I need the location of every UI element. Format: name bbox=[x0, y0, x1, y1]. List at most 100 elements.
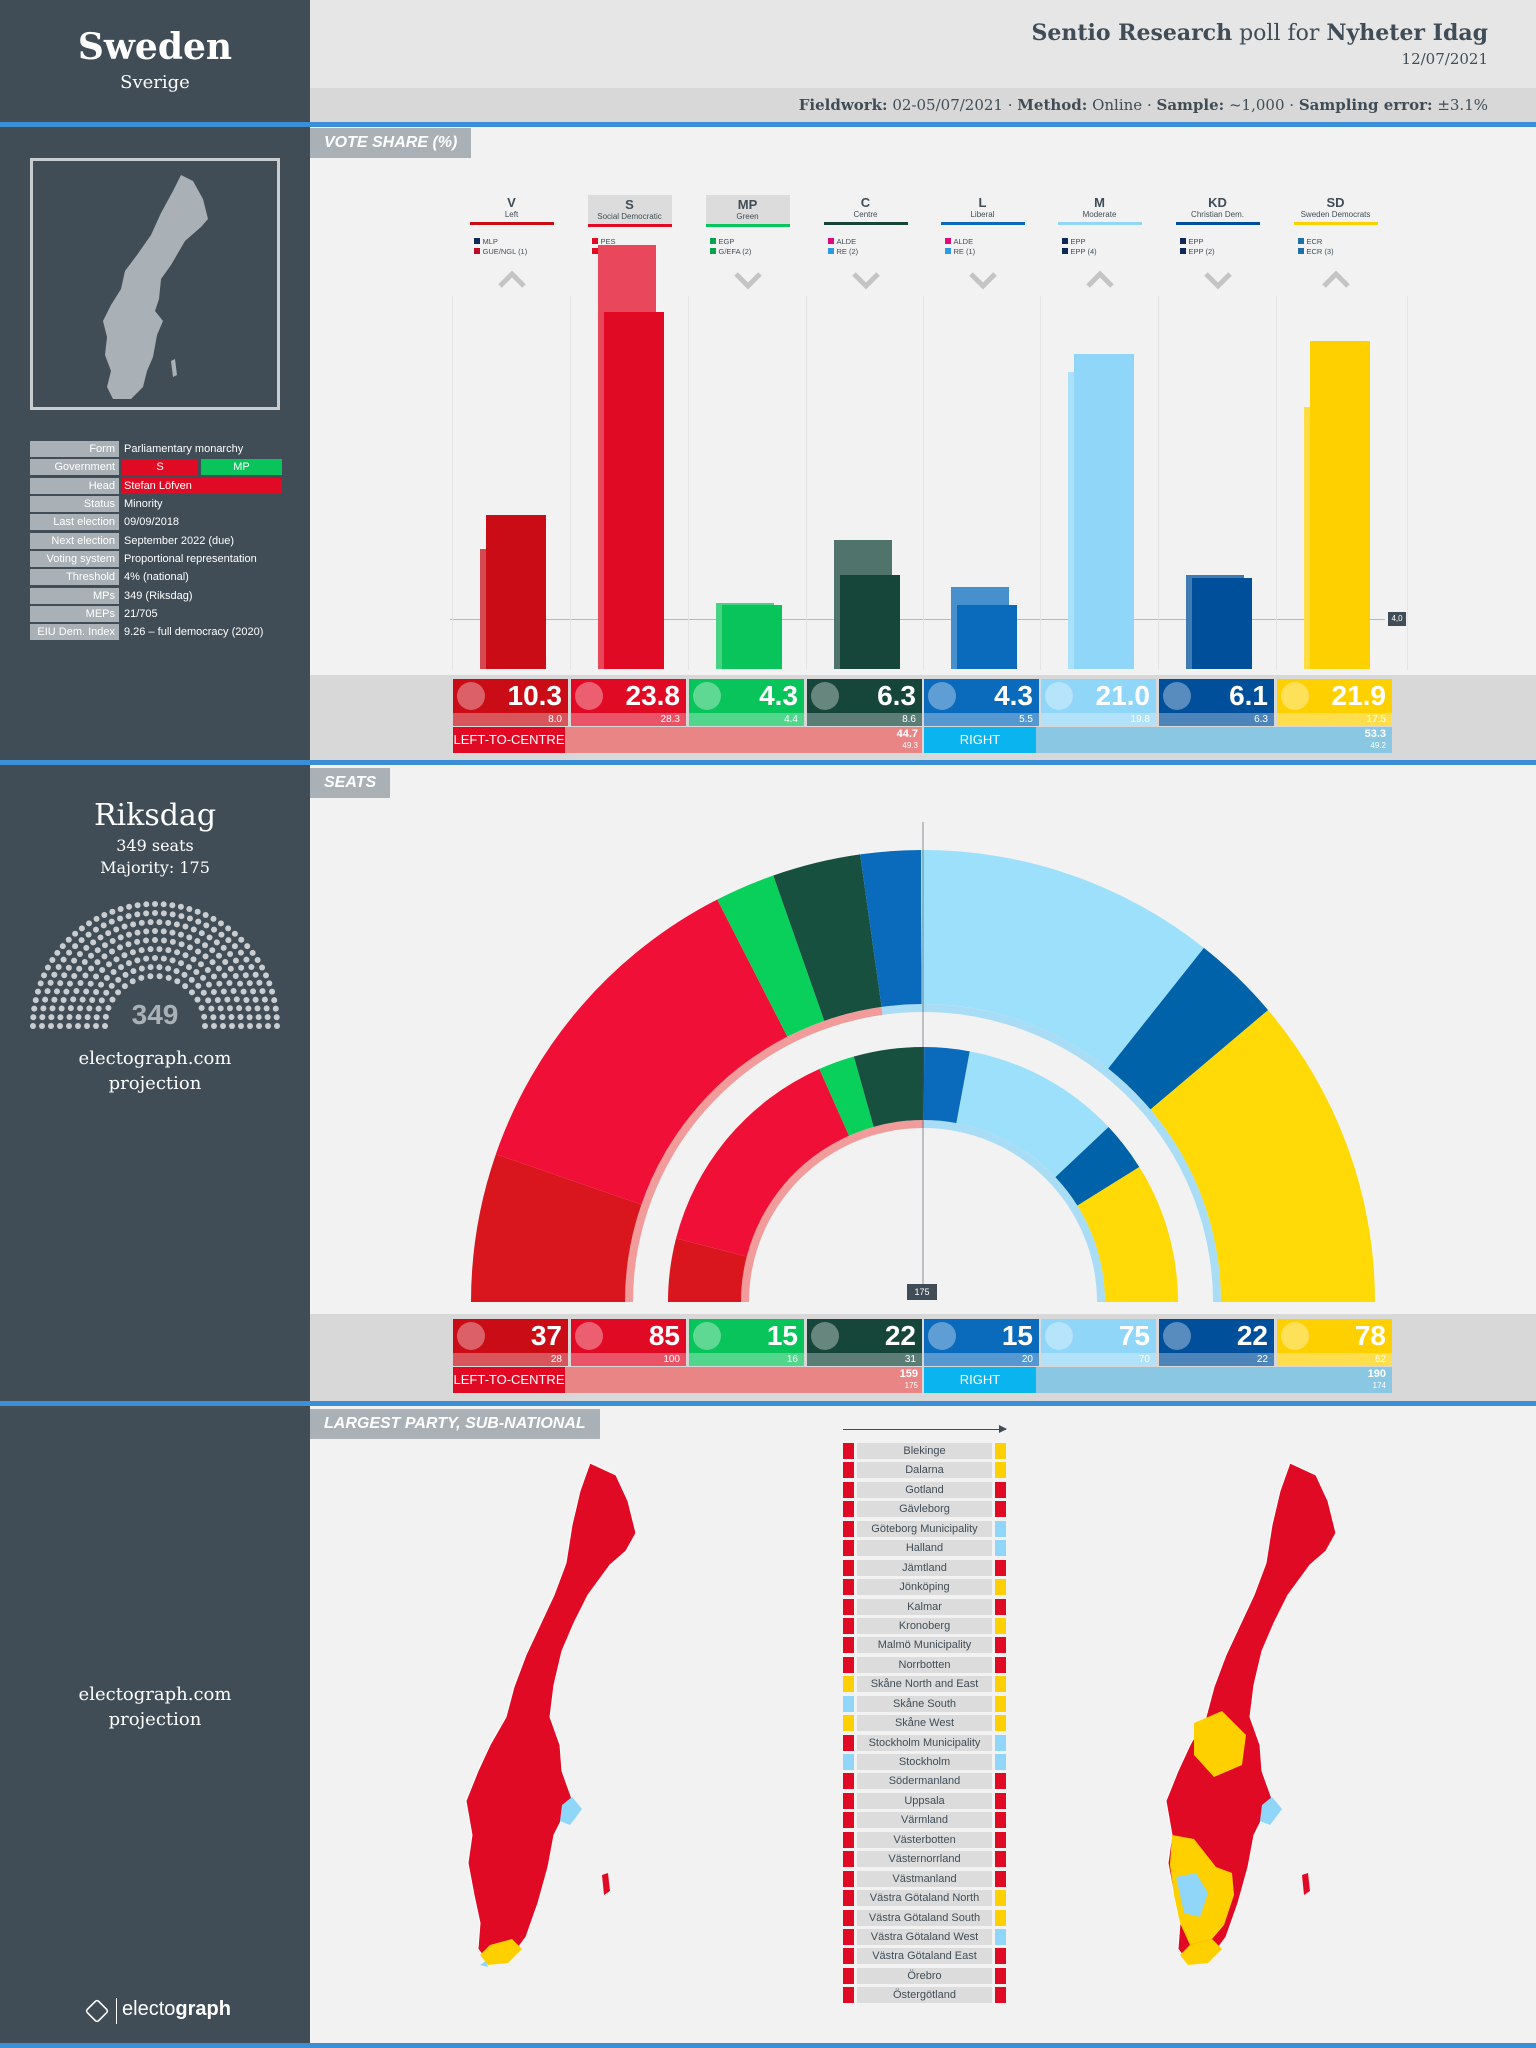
seat-arcs-chart bbox=[471, 822, 1375, 1302]
seat-dot bbox=[147, 946, 154, 953]
party-abbr: V bbox=[507, 195, 516, 210]
region-current-swatch bbox=[995, 1773, 1006, 1790]
seat-dot bbox=[200, 974, 207, 981]
eu-group-swatch bbox=[1179, 248, 1186, 254]
eu-group: PES bbox=[591, 237, 628, 247]
party-color-line bbox=[587, 224, 672, 227]
region-row: Östergötland bbox=[843, 1986, 1006, 2005]
seat-dot bbox=[79, 996, 86, 1003]
seat-dot bbox=[200, 989, 207, 996]
bar-poll-v bbox=[485, 514, 546, 669]
eu-group: EPP bbox=[1061, 237, 1097, 247]
seat-dot bbox=[30, 1023, 36, 1029]
eu-group-label: EGP bbox=[718, 237, 735, 246]
seat-dot bbox=[263, 1005, 270, 1012]
seat-dot bbox=[143, 901, 150, 908]
seat-dot bbox=[210, 1014, 217, 1021]
region-row: Skåne West bbox=[843, 1714, 1006, 1733]
eu-group-label: RE (2) bbox=[836, 247, 859, 256]
column-separator bbox=[570, 296, 571, 670]
seat-dot bbox=[254, 957, 261, 964]
seat-dot bbox=[248, 963, 255, 970]
eu-group: ECR (3) bbox=[1297, 247, 1334, 257]
eu-group-swatch bbox=[1297, 248, 1304, 254]
inner-segment-mp bbox=[819, 1056, 874, 1136]
party-logo-icon bbox=[1281, 682, 1309, 710]
seat-dot bbox=[249, 949, 256, 956]
seat-dot bbox=[39, 1014, 46, 1021]
eu-group-swatch bbox=[591, 238, 598, 244]
seat-dot bbox=[134, 929, 141, 936]
party-logo-icon bbox=[693, 1322, 721, 1350]
party-eu-groups: MLP GUE/NGL (1) bbox=[473, 237, 527, 257]
party-logo-icon bbox=[457, 682, 485, 710]
seat-dot bbox=[60, 997, 67, 1004]
seat-bloc-right-label: RIGHT bbox=[924, 1367, 1036, 1393]
seat-dot bbox=[103, 989, 110, 996]
seat-dot bbox=[84, 1023, 90, 1029]
eu-group: EGP bbox=[709, 237, 752, 247]
bar-poll-m bbox=[1073, 354, 1134, 669]
info-key: Form bbox=[30, 441, 119, 458]
seat-dot bbox=[238, 936, 245, 943]
inner-segment-sd bbox=[1077, 1166, 1178, 1302]
seat-dot bbox=[232, 957, 239, 964]
seat-dot bbox=[156, 964, 163, 971]
seat-bloc-right-value: 190 bbox=[1367, 1368, 1386, 1380]
seat-dot bbox=[252, 996, 259, 1003]
seat-dot bbox=[42, 996, 49, 1003]
vote-previous-v: 8.0 bbox=[453, 713, 568, 726]
info-row-form: Form Parliamentary monarchy bbox=[30, 440, 282, 458]
seat-dot bbox=[156, 946, 163, 953]
region-name: Östergötland bbox=[857, 1987, 992, 2004]
region-list: Blekinge Dalarna Gotland Gävleborg Göteborg … bbox=[843, 1442, 1006, 2006]
party-eu-groups: EPP EPP (4) bbox=[1061, 237, 1097, 257]
party-header-m: M Moderate bbox=[1057, 195, 1142, 225]
seat-previous-mp: 16 bbox=[689, 1353, 804, 1366]
seat-dot bbox=[273, 1014, 280, 1021]
party-abbr: L bbox=[978, 195, 987, 210]
seat-dot bbox=[82, 972, 89, 979]
vote-previous-m: 19.8 bbox=[1041, 713, 1156, 726]
party-header-s: S Social Democratic bbox=[587, 195, 672, 227]
region-current-swatch bbox=[995, 1656, 1006, 1673]
seat-dot bbox=[202, 953, 209, 960]
seat-dot bbox=[71, 972, 78, 979]
seat-dot bbox=[214, 996, 221, 1003]
seat-dot bbox=[83, 988, 90, 995]
seat-dot bbox=[152, 901, 158, 907]
outer-segment-kd bbox=[1108, 947, 1269, 1110]
seat-dot bbox=[44, 964, 51, 971]
seat-dot bbox=[186, 905, 193, 912]
seat-dot bbox=[31, 1005, 38, 1012]
source-site: electograph.com bbox=[78, 1684, 232, 1705]
seat-dot bbox=[169, 929, 176, 936]
fieldwork-bar: Fieldwork: 02-05/07/2021 · Method: Onlin… bbox=[310, 88, 1536, 122]
region-previous-swatch bbox=[843, 1559, 854, 1576]
parliament-hemicycle-icon: 349 bbox=[30, 901, 280, 1030]
seat-dot bbox=[138, 947, 145, 954]
seat-dot bbox=[61, 972, 68, 979]
seat-value-c: 22 bbox=[807, 1319, 922, 1353]
divider bbox=[0, 760, 1536, 765]
seat-dot bbox=[134, 938, 141, 945]
seat-dot bbox=[247, 1023, 253, 1029]
seat-dot bbox=[117, 915, 124, 922]
region-name: Göteborg Municipality bbox=[857, 1520, 992, 1537]
party-eu-groups: EGP G/EFA (2) bbox=[709, 237, 752, 257]
seat-dot bbox=[177, 903, 184, 910]
region-row: Uppsala bbox=[843, 1792, 1006, 1811]
chevron-down-icon bbox=[1203, 272, 1232, 290]
party-abbr: KD bbox=[1208, 195, 1227, 210]
seat-dot bbox=[204, 966, 211, 973]
region-row: Jämtland bbox=[843, 1559, 1006, 1578]
seat-dot bbox=[198, 930, 205, 937]
region-previous-swatch bbox=[843, 1754, 854, 1770]
seat-dot bbox=[113, 926, 120, 933]
seat-dot bbox=[227, 965, 234, 972]
info-row-voting-system: Voting system Proportional representation bbox=[30, 550, 282, 568]
info-key: Status bbox=[30, 496, 119, 513]
vote-bloc-right-bar bbox=[1036, 727, 1392, 753]
seat-dot bbox=[152, 910, 158, 916]
region-row: Göteborg Municipality bbox=[843, 1520, 1006, 1539]
